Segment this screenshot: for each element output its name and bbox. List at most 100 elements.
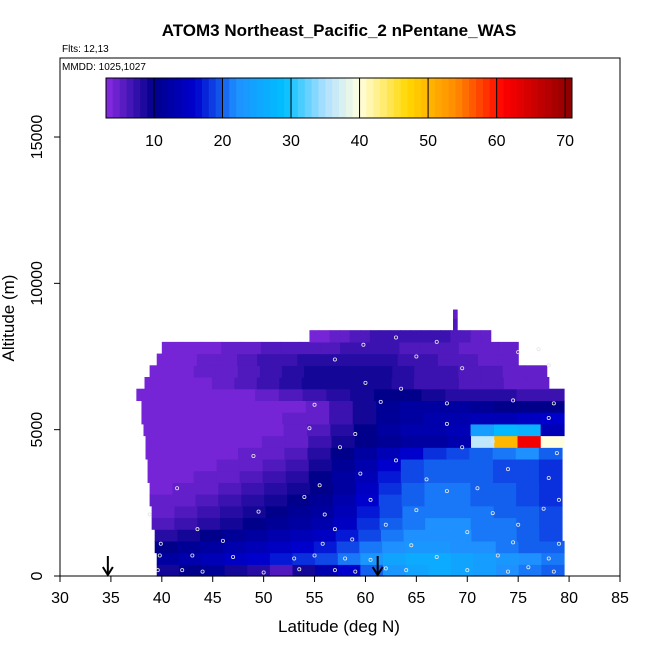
colorbar-swatch — [345, 78, 354, 118]
field-cell — [285, 435, 309, 448]
field-cell — [264, 494, 288, 507]
field-cell — [151, 517, 176, 530]
field-cell — [379, 505, 403, 519]
x-tick-label: 80 — [560, 590, 578, 607]
field-cell — [262, 458, 287, 472]
field-cell — [494, 435, 519, 448]
sample-point — [511, 540, 516, 545]
sample-point — [393, 335, 398, 340]
colorbar-swatch — [188, 78, 196, 118]
field-cell — [470, 482, 494, 495]
field-cell — [261, 447, 285, 460]
field-cell — [423, 423, 448, 437]
colorbar-swatch — [558, 78, 566, 118]
field-cell — [399, 341, 420, 355]
field-cell — [400, 447, 424, 460]
field-cell — [332, 494, 357, 507]
colorbar-swatch — [332, 78, 340, 118]
field-cell — [196, 353, 218, 366]
colorbar-tick-label: 30 — [282, 133, 300, 150]
field-cell — [166, 376, 191, 390]
field-cell — [268, 540, 292, 554]
field-cell — [471, 529, 495, 542]
colorbar-swatch — [106, 78, 114, 118]
field-cell — [446, 400, 471, 413]
field-cell — [397, 353, 419, 366]
field-cell — [189, 376, 213, 390]
field-cell — [201, 564, 226, 577]
field-cell — [193, 365, 217, 378]
field-cell — [492, 388, 518, 402]
field-cell — [447, 435, 472, 448]
field-cell — [423, 470, 448, 483]
sample-point — [343, 556, 348, 561]
field-cell — [319, 330, 331, 343]
sample-point — [363, 380, 368, 385]
sample-point — [231, 554, 236, 559]
field-cell — [446, 447, 471, 460]
field-cell — [331, 435, 356, 448]
colorbar-swatch — [400, 78, 409, 118]
field-cell — [473, 552, 497, 565]
field-cell — [309, 482, 334, 495]
field-cell — [377, 423, 402, 437]
colorbar-swatch — [325, 78, 333, 118]
field-cell — [326, 365, 349, 378]
sample-point — [556, 541, 561, 546]
field-cell — [211, 400, 236, 413]
field-cell — [517, 435, 542, 448]
field-cell — [377, 353, 399, 366]
field-cell — [211, 376, 235, 390]
field-cell — [378, 494, 403, 507]
field-cell — [216, 353, 238, 366]
sample-point — [353, 432, 358, 437]
field-cell — [517, 400, 542, 413]
field-cell — [376, 400, 401, 413]
field-cell — [354, 435, 379, 448]
field-cell — [221, 341, 242, 355]
field-cell — [517, 412, 542, 425]
field-cell — [378, 482, 403, 495]
field-cell — [307, 447, 332, 460]
field-cell — [285, 470, 310, 483]
field-cell — [446, 412, 471, 425]
sample-point — [546, 475, 551, 480]
sample-point — [399, 386, 404, 391]
field-cell — [144, 376, 168, 390]
field-cell — [437, 353, 459, 366]
colorbar-swatch — [284, 78, 292, 118]
sample-point — [460, 445, 465, 450]
x-axis-label: Latitude (deg N) — [278, 617, 400, 636]
field-cell — [524, 365, 548, 378]
field-cell — [436, 365, 460, 378]
location-arrow — [371, 556, 384, 577]
colorbar-tick-label: 60 — [488, 133, 506, 150]
field-cell — [480, 330, 492, 343]
field-cell — [403, 529, 427, 542]
colorbar-swatch — [517, 78, 525, 118]
field-cell — [308, 470, 333, 483]
colorbar-swatch — [222, 78, 230, 118]
colorbar-swatch — [393, 78, 402, 118]
field-cell — [400, 330, 411, 343]
colorbar-swatch — [201, 78, 210, 118]
field-cell — [183, 388, 209, 402]
field-cell — [215, 365, 239, 378]
field-cell — [269, 564, 294, 577]
field-cell — [195, 494, 219, 507]
field-cell — [156, 353, 178, 366]
sample-point — [312, 553, 317, 558]
sample-point — [409, 543, 414, 548]
field-cell — [379, 330, 391, 343]
field-cell — [339, 330, 351, 343]
field-cell — [498, 353, 519, 366]
colorbar-swatch — [277, 78, 285, 118]
y-axis: 0 5000 10000 15000 — [29, 115, 60, 580]
field-cell — [334, 517, 358, 530]
field-cell — [359, 330, 371, 343]
colorbar-swatch — [263, 78, 271, 118]
field-cell — [391, 376, 415, 390]
sample-point — [297, 567, 302, 572]
field-cell — [191, 447, 216, 460]
colorbar-tick-label: 50 — [419, 133, 437, 150]
